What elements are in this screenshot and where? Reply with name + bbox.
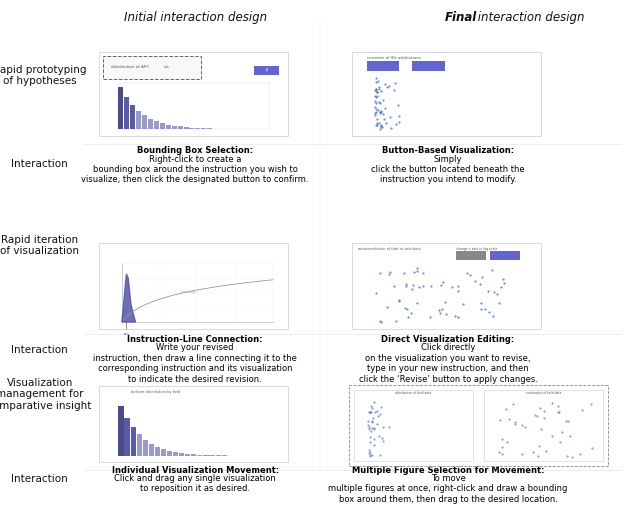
Bar	[99, 52, 288, 136]
Bar	[349, 385, 608, 466]
Bar	[484, 389, 603, 461]
Bar	[184, 127, 189, 129]
Text: Rapid iteration
of visualization: Rapid iteration of visualization	[0, 234, 79, 256]
Text: Final: Final	[445, 11, 477, 25]
Text: rev: rev	[124, 333, 129, 336]
Bar	[118, 406, 124, 456]
Bar	[367, 62, 399, 70]
Bar	[136, 434, 141, 456]
Bar	[202, 128, 206, 129]
Bar	[99, 386, 288, 462]
Bar	[136, 111, 141, 129]
Bar	[490, 252, 520, 260]
Bar	[254, 66, 278, 75]
Bar	[412, 62, 445, 70]
Text: Instruction-Line Connection:: Instruction-Line Connection:	[127, 335, 263, 344]
Bar	[204, 455, 209, 456]
Bar	[154, 121, 159, 129]
Text: ⚡: ⚡	[264, 68, 268, 73]
Text: Write your revised
instruction, then draw a line connecting it to the
correspond: Write your revised instruction, then dra…	[93, 343, 297, 384]
Bar	[143, 440, 148, 456]
Bar	[161, 449, 166, 456]
Text: Rapid prototyping
of hypotheses: Rapid prototyping of hypotheses	[0, 65, 86, 87]
Text: Bounding Box Selection:: Bounding Box Selection:	[137, 146, 253, 155]
Text: Simply
click the button located beneath the
instruction you intend to modify.: Simply click the button located beneath …	[371, 155, 525, 184]
Text: Multiple Figure Selection for Movement:: Multiple Figure Selection for Movement:	[352, 466, 544, 474]
Text: change x axis to log scale: change x axis to log scale	[456, 247, 497, 251]
Bar	[124, 418, 130, 456]
Bar	[456, 252, 486, 260]
Bar	[354, 389, 473, 461]
Bar	[172, 126, 177, 129]
Bar	[185, 454, 190, 456]
Bar	[173, 452, 178, 456]
Text: To move
multiple figures at once, right-click and draw a bounding
box around the: To move multiple figures at once, right-…	[328, 474, 568, 504]
Bar	[352, 243, 541, 329]
Text: Click and drag any single visualization
to reposition it as desired.: Click and drag any single visualization …	[115, 474, 276, 493]
Bar	[148, 118, 153, 129]
Text: Button-Based Visualization:: Button-Based Visualization:	[382, 146, 514, 155]
Bar	[131, 428, 136, 456]
Bar	[178, 126, 182, 129]
Text: vis: vis	[164, 65, 170, 69]
Bar	[195, 128, 200, 129]
Text: interaction design: interaction design	[474, 11, 585, 25]
Text: Interaction: Interaction	[12, 345, 68, 355]
Bar	[142, 115, 147, 129]
Bar	[124, 97, 129, 129]
Text: Initial interaction design: Initial interaction design	[124, 11, 267, 25]
Text: Click directly
on the visualization you want to revise,
type in your new instruc: Click directly on the visualization you …	[358, 343, 538, 384]
Bar	[155, 446, 160, 456]
Text: scatterplot of field data: scatterplot of field data	[525, 391, 561, 395]
Bar	[189, 127, 195, 129]
Bar	[103, 55, 201, 79]
Bar	[191, 454, 196, 456]
Text: loading...: loading...	[180, 290, 199, 293]
Bar	[118, 87, 124, 129]
Bar	[216, 455, 221, 456]
Text: Interaction: Interaction	[12, 159, 68, 170]
Text: correlate of IDs attributions: correlate of IDs attributions	[367, 56, 421, 60]
Text: Direct Visualization Editing:: Direct Visualization Editing:	[381, 335, 515, 344]
Text: distribution of APC: distribution of APC	[111, 65, 149, 69]
Text: Visualization
management for
comparative insight: Visualization management for comparative…	[0, 377, 92, 411]
Bar	[99, 243, 288, 329]
Polygon shape	[122, 274, 136, 322]
Text: Individual Visualization Movement:: Individual Visualization Movement:	[111, 466, 279, 474]
Bar	[148, 444, 154, 456]
Bar	[179, 453, 184, 456]
Bar	[209, 455, 214, 456]
Bar	[160, 123, 165, 129]
Text: bottom distribution by field: bottom distribution by field	[131, 390, 180, 394]
Bar	[166, 125, 171, 129]
Text: Right-click to create a
bounding box around the instruction you wish to
visualiz: Right-click to create a bounding box aro…	[81, 155, 309, 184]
Text: autocorrelation of that vs attribute: autocorrelation of that vs attribute	[358, 247, 420, 251]
Bar	[207, 128, 212, 129]
Bar	[167, 450, 172, 456]
Text: Interaction: Interaction	[12, 474, 68, 484]
Bar	[130, 105, 135, 129]
Bar	[197, 455, 202, 456]
Text: distribution of field data: distribution of field data	[396, 391, 432, 395]
Bar	[352, 52, 541, 136]
